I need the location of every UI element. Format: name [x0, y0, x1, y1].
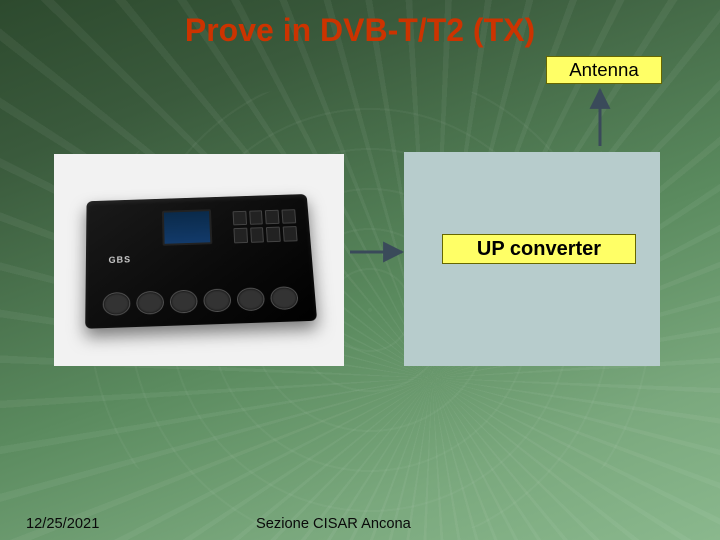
antenna-label-box: Antenna [546, 56, 662, 84]
antenna-label-text: Antenna [569, 59, 639, 81]
device-lcd [162, 210, 212, 246]
slide: Prove in DVB-T/T2 (TX) Antenna UP conver… [0, 0, 720, 540]
upconverter-label-text: UP converter [477, 238, 601, 261]
device-button-grid [233, 209, 297, 243]
upconverter-label-box: UP converter [442, 234, 636, 264]
device-ports-row [104, 288, 298, 316]
slide-title: Prove in DVB-T/T2 (TX) [0, 12, 720, 49]
footer-date: 12/25/2021 [26, 516, 99, 532]
device-brand-text: GBS [108, 255, 131, 265]
modulator-device: GBS [85, 194, 317, 329]
modulator-photo: GBS [54, 154, 344, 366]
footer-section-text: Sezione CISAR Ancona [256, 516, 411, 532]
